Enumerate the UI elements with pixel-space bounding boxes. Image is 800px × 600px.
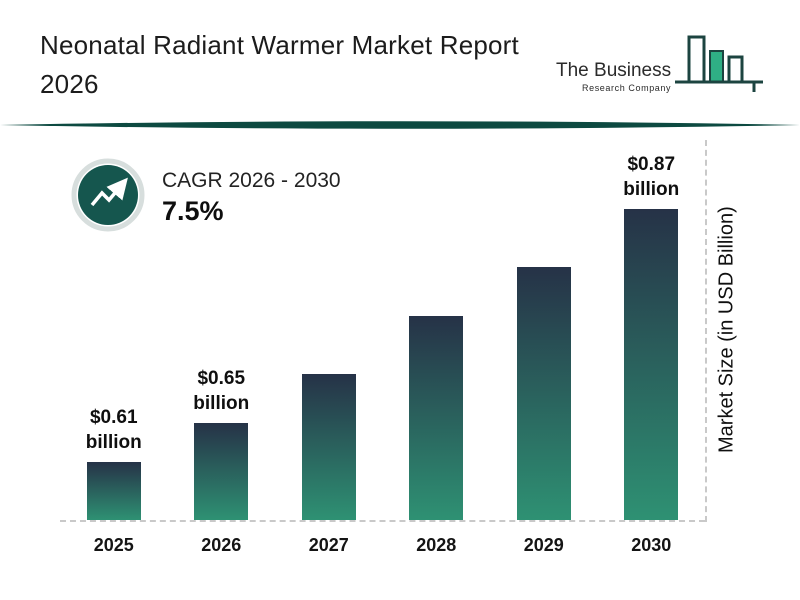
bar-column-2028 — [383, 140, 491, 520]
bar-columns: $0.61 billion $0.65 billion $0.87 billion — [60, 140, 705, 522]
bar-value-label-2025: $0.61 billion — [85, 406, 142, 454]
divider-line — [0, 119, 800, 131]
bar-2030 — [624, 209, 679, 520]
cagr-badge: CAGR 2026 - 2030 7.5% — [70, 157, 341, 238]
logo-subtitle: Research Company — [581, 83, 672, 93]
page-title-line-1: Neonatal Radiant Warmer Market Report — [40, 30, 519, 60]
bar-value-label-2026: $0.65 billion — [193, 367, 250, 415]
bar-2027 — [301, 374, 356, 520]
chart: $0.61 billion $0.65 billion $0.87 billion … — [0, 135, 800, 600]
bar-2026 — [194, 423, 249, 520]
logo-bar-chart-icon — [675, 32, 764, 99]
bar-column-2030: $0.87 billion — [598, 140, 706, 520]
bar-column-2027 — [275, 140, 383, 520]
bar-2025 — [86, 462, 141, 520]
y-axis-label: Market Size (in USD Billion) — [715, 206, 738, 454]
cagr-value: 7.5% — [162, 195, 224, 226]
y-axis-dashed-line — [705, 140, 707, 522]
year-label-2028: 2028 — [416, 535, 457, 555]
logo-name: The Business — [556, 60, 672, 81]
company-logo: The Business Research Company — [556, 32, 764, 99]
bar-2028 — [409, 316, 464, 520]
bar-column-2025: $0.61 billion — [60, 140, 168, 520]
cagr-text: CAGR 2026 - 2030 7.5% — [162, 169, 341, 227]
bar-column-2026: $0.65 billion — [168, 140, 276, 520]
logo-text: The Business Research Company — [556, 60, 671, 99]
bar-2029 — [516, 267, 571, 520]
year-label-2025: 2025 — [93, 535, 134, 555]
year-label-2027: 2027 — [308, 535, 349, 555]
page-title-line-2: 2026 — [40, 69, 99, 99]
year-label-2029: 2029 — [523, 535, 564, 555]
year-label-2030: 2030 — [631, 535, 672, 555]
bar-column-2029 — [490, 140, 598, 520]
year-label-2026: 2026 — [201, 535, 242, 555]
year-row: 2025 2026 2027 2028 2029 2030 — [60, 535, 705, 556]
bar-value-label-2030: $0.87 billion — [623, 153, 680, 201]
page-title: Neonatal Radiant Warmer Market Report 20… — [40, 26, 560, 104]
cagr-label: CAGR 2026 - 2030 — [162, 168, 341, 192]
trend-up-icon — [70, 157, 146, 238]
